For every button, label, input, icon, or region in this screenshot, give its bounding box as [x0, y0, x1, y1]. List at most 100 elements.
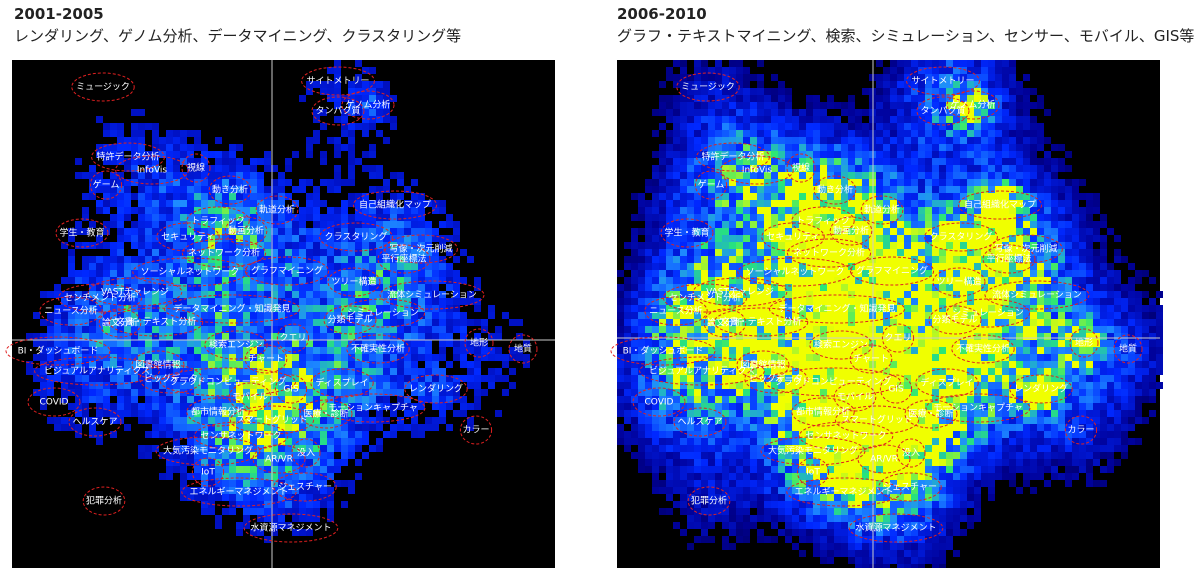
- heat-cell: [124, 410, 131, 417]
- heat-cell: [306, 200, 313, 207]
- heat-cell: [257, 494, 264, 501]
- heat-cell: [327, 256, 334, 263]
- heat-cell: [369, 235, 376, 242]
- heat-cell: [131, 326, 138, 333]
- heat-cell: [355, 109, 362, 116]
- heat-cell: [946, 312, 953, 319]
- heat-cell: [1037, 123, 1044, 130]
- topic-circle: [115, 155, 189, 185]
- heat-cell: [453, 235, 460, 242]
- heat-cell: [974, 144, 981, 151]
- heat-cell: [659, 200, 666, 207]
- heat-cell: [404, 277, 411, 284]
- heat-cell: [320, 249, 327, 256]
- heat-cell: [236, 445, 243, 452]
- heat-cell: [376, 130, 383, 137]
- heat-cell: [355, 319, 362, 326]
- heat-cell: [1107, 277, 1114, 284]
- heat-cell: [785, 116, 792, 123]
- heat-cell: [848, 102, 855, 109]
- heat-cell: [1093, 200, 1100, 207]
- heat-cell: [355, 214, 362, 221]
- topic-label: 動き分析: [212, 184, 248, 196]
- heat-cell: [334, 340, 341, 347]
- topic-circle: [208, 175, 252, 205]
- heat-cell: [1072, 207, 1079, 214]
- heat-cell: [453, 256, 460, 263]
- heat-cell: [848, 137, 855, 144]
- heat-cell: [918, 319, 925, 326]
- heat-cell: [166, 151, 173, 158]
- heat-cell: [939, 88, 946, 95]
- heat-cell: [397, 417, 404, 424]
- heat-cell: [736, 291, 743, 298]
- heat-cell: [89, 221, 96, 228]
- heat-cell: [925, 179, 932, 186]
- heat-cell: [250, 298, 257, 305]
- heat-cell: [757, 270, 764, 277]
- heat-cell: [313, 473, 320, 480]
- heat-cell: [173, 186, 180, 193]
- topic-circle: [186, 397, 250, 427]
- heat-cell: [376, 361, 383, 368]
- heat-cell: [411, 207, 418, 214]
- heat-cell: [946, 109, 953, 116]
- heat-cell: [82, 382, 89, 389]
- heat-cell: [1058, 256, 1065, 263]
- heat-cell: [383, 417, 390, 424]
- heat-cell: [757, 277, 764, 284]
- heat-cell: [988, 305, 995, 312]
- heat-cell: [299, 501, 306, 508]
- heat-cell: [876, 123, 883, 130]
- heat-cell: [715, 74, 722, 81]
- heat-cell: [173, 221, 180, 228]
- heat-cell: [215, 158, 222, 165]
- heat-cell: [320, 487, 327, 494]
- heat-cell: [911, 81, 918, 88]
- heat-cell: [883, 298, 890, 305]
- heat-cell: [418, 312, 425, 319]
- heat-cell: [152, 207, 159, 214]
- heat-cell: [736, 137, 743, 144]
- topic-circle: [27, 387, 81, 417]
- heat-cell: [1058, 263, 1065, 270]
- heat-cell: [708, 158, 715, 165]
- heat-cell: [271, 200, 278, 207]
- heat-cell: [757, 221, 764, 228]
- heat-cell: [271, 305, 278, 312]
- heat-cell: [208, 165, 215, 172]
- heat-cell: [341, 270, 348, 277]
- heat-cell: [453, 312, 460, 319]
- heat-cell: [327, 501, 334, 508]
- heat-cell: [334, 102, 341, 109]
- heat-cell: [334, 186, 341, 193]
- heat-cell: [229, 459, 236, 466]
- heat-cell: [1093, 228, 1100, 235]
- heat-cell: [432, 207, 439, 214]
- heat-cell: [848, 95, 855, 102]
- heat-cell: [694, 179, 701, 186]
- heat-cell: [673, 256, 680, 263]
- heat-cell: [862, 193, 869, 200]
- heat-cell: [201, 291, 208, 298]
- heat-cell: [285, 424, 292, 431]
- heat-cell: [138, 312, 145, 319]
- heat-cell: [166, 165, 173, 172]
- heat-cell: [68, 277, 75, 284]
- heat-cell: [432, 326, 439, 333]
- heat-cell: [292, 382, 299, 389]
- heat-cell: [229, 501, 236, 508]
- heat-cell: [806, 130, 813, 137]
- heat-cell: [785, 193, 792, 200]
- heat-cell: [813, 137, 820, 144]
- heat-cell: [666, 151, 673, 158]
- heat-cell: [131, 109, 138, 116]
- heat-cell: [26, 368, 33, 375]
- heat-cell: [974, 74, 981, 81]
- heat-cell: [362, 424, 369, 431]
- heat-cell: [180, 270, 187, 277]
- heat-cell: [981, 249, 988, 256]
- heat-cell: [208, 466, 215, 473]
- heat-cell: [778, 256, 785, 263]
- heat-cell: [1079, 193, 1086, 200]
